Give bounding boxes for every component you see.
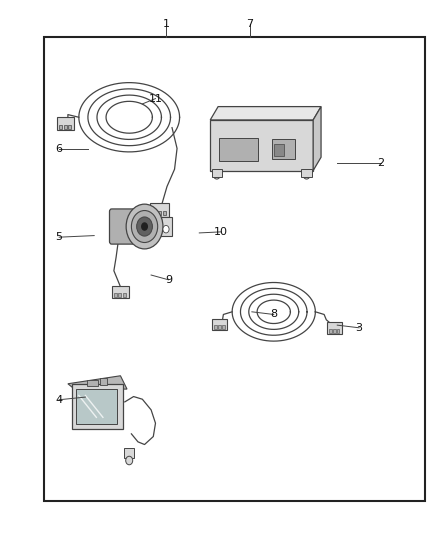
Bar (163, 211, 166, 215)
Bar (212, 169, 222, 177)
Bar (158, 211, 161, 215)
Text: 7: 7 (246, 19, 253, 29)
Bar (329, 329, 332, 333)
Bar (114, 293, 117, 297)
Circle shape (163, 225, 169, 233)
Circle shape (126, 204, 163, 249)
Bar (274, 143, 285, 156)
Text: 8: 8 (270, 310, 277, 319)
Bar (333, 329, 336, 333)
Text: 2: 2 (378, 158, 385, 167)
Text: 11: 11 (148, 94, 162, 103)
Bar (124, 448, 134, 458)
Bar (100, 378, 106, 385)
Polygon shape (68, 376, 127, 389)
Bar (123, 293, 126, 297)
Bar (337, 329, 339, 333)
Bar (210, 120, 313, 171)
Text: 9: 9 (165, 275, 172, 285)
Bar (57, 117, 74, 130)
FancyBboxPatch shape (110, 209, 142, 244)
Circle shape (303, 171, 310, 179)
Bar (301, 169, 312, 177)
Text: 3: 3 (356, 323, 363, 333)
Circle shape (131, 211, 158, 243)
Bar (214, 325, 217, 329)
Bar (212, 319, 227, 330)
Text: 10: 10 (214, 227, 228, 237)
Bar (219, 138, 258, 161)
Polygon shape (210, 107, 321, 120)
Text: 6: 6 (56, 144, 63, 154)
Bar (68, 125, 71, 129)
Bar (150, 203, 169, 216)
Circle shape (213, 171, 220, 179)
Bar (59, 125, 62, 129)
Bar (76, 389, 117, 424)
Polygon shape (313, 107, 321, 171)
Bar (160, 217, 172, 236)
Bar (327, 322, 342, 334)
Bar (44, 37, 425, 501)
Bar (152, 211, 156, 215)
Circle shape (137, 217, 152, 236)
Bar (64, 125, 67, 129)
Circle shape (126, 456, 133, 465)
Text: 1: 1 (163, 19, 170, 29)
Bar (218, 325, 221, 329)
Text: 5: 5 (56, 232, 63, 242)
Bar (87, 380, 98, 386)
Bar (118, 293, 121, 297)
Bar (222, 325, 225, 329)
Circle shape (141, 222, 148, 231)
Bar (72, 384, 123, 429)
Bar (112, 286, 129, 298)
Text: 4: 4 (56, 395, 63, 405)
Bar (272, 139, 295, 159)
